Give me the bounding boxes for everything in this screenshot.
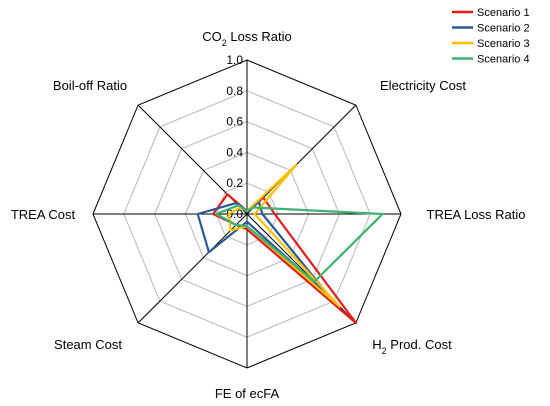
axis-label-8: Boil-off Ratio [53,78,127,93]
axis-label-5: FE of ecFA [215,386,280,401]
axis-label-2: Electricity Cost [380,78,466,93]
series-line-3 [227,163,341,308]
legend: Scenario 1 Scenario 2 Scenario 3 Scenario 4 [452,7,530,66]
radar-series [196,163,384,324]
axis-label-4: H2 Prod. Cost [372,337,452,356]
axis-spoke-2 [246,104,357,215]
axis-label-7: TREA Cost [11,207,76,222]
radar-tick-labels: 0.0 0.2 0.4 0.6 0.8 1.0 [226,53,243,221]
tick-label: 0.0 [226,207,243,221]
tick-label: 0.6 [226,115,243,129]
axis-label-6: Steam Cost [54,337,122,352]
tick-label: 1.0 [226,53,243,67]
tick-label: 0.8 [226,84,243,98]
legend-label-4: Scenario 4 [477,54,530,66]
axis-spoke-6 [137,213,248,324]
radar-axis-labels: CO2 Loss Ratio Electricity Cost TREA Loss … [11,29,526,401]
axis-label-1: CO2 Loss Ratio [202,29,292,48]
legend-label-3: Scenario 3 [477,38,530,50]
series-line-1 [212,193,357,324]
tick-label: 0.4 [226,145,243,159]
radar-grid [92,59,402,369]
series-line-4 [215,204,384,283]
tick-label: 0.2 [226,176,243,190]
legend-label-1: Scenario 1 [477,7,530,19]
legend-label-2: Scenario 2 [477,23,530,35]
axis-label-3: TREA Loss Ratio [427,207,526,222]
